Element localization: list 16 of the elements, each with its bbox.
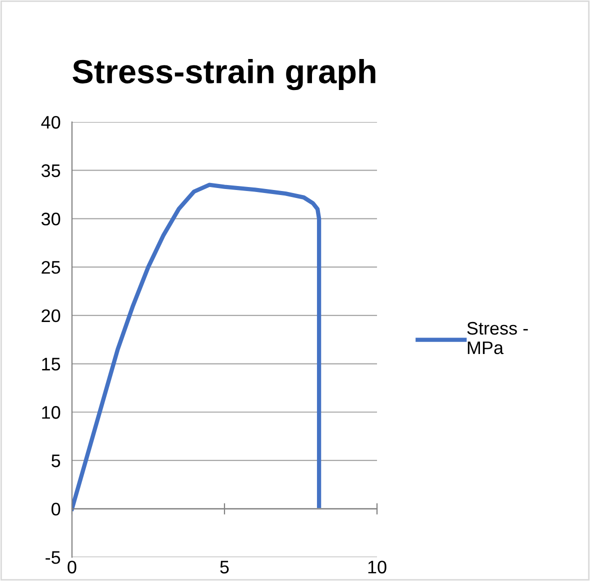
y-tick-label: 40 [41,116,60,129]
y-tick-label: 10 [42,406,60,419]
y-tick-label: 15 [42,358,60,370]
chart-title: Stress-strain graph [72,58,376,90]
line-series [72,182,322,511]
x-tick-label: 10 [368,560,386,574]
y-tick-label: 25 [42,261,60,274]
x-tick-label: 5 [220,560,229,574]
y-tick-label: 0 [52,502,60,516]
y-tick-label: 20 [42,309,60,322]
y-tick-label: -5 [46,551,60,564]
y-tick-label: 35 [41,164,60,178]
y-tick-label: 30 [41,212,60,226]
legend-label: Stress - MPa [467,322,528,354]
x-tick-label: 0 [68,560,76,574]
y-tick-label: 5 [52,454,60,468]
